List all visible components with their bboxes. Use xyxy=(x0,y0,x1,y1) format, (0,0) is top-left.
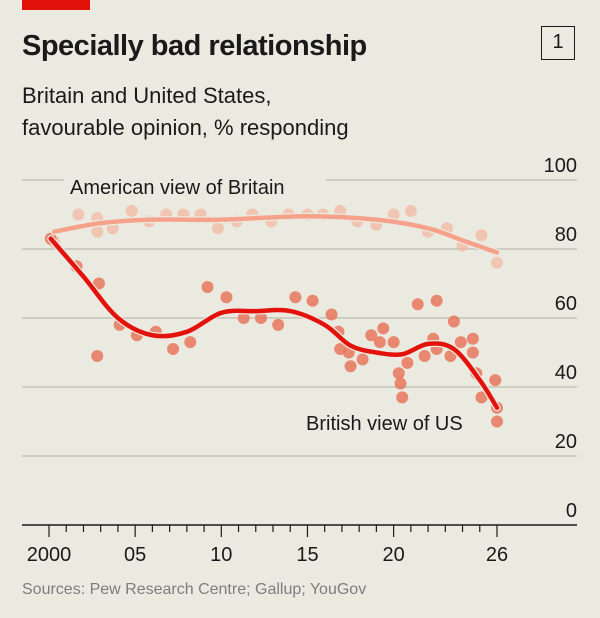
british-data-point xyxy=(184,336,197,349)
british-data-point xyxy=(254,312,267,324)
british-data-point xyxy=(411,298,424,311)
british-data-point xyxy=(356,353,369,366)
x-tick-label: 05 xyxy=(124,544,146,566)
subtitle-line-1: Britain and United States, xyxy=(22,83,272,108)
label-background xyxy=(64,172,326,200)
subtitle-line-2: favourable opinion, % responding xyxy=(22,115,349,140)
american-data-point xyxy=(387,208,400,221)
british-data-point xyxy=(325,308,338,321)
british-data-point xyxy=(289,291,302,304)
chart-subtitle: Britain and United States, favourable op… xyxy=(22,80,349,144)
british-data-point xyxy=(447,315,460,328)
american-data-point xyxy=(211,222,224,235)
british-data-point xyxy=(489,374,502,387)
british-data-point xyxy=(272,318,285,331)
british-series-label: British view of US xyxy=(306,413,463,435)
american-data-point xyxy=(72,208,85,221)
british-data-point xyxy=(306,294,319,307)
y-tick-label: 100 xyxy=(544,155,577,177)
american-data-point xyxy=(475,229,488,242)
british-data-point xyxy=(92,277,105,290)
x-tick-label: 26 xyxy=(486,544,508,566)
british-data-point xyxy=(466,346,479,359)
british-data-point xyxy=(91,349,104,362)
british-data-point xyxy=(454,336,467,349)
british-data-point xyxy=(377,322,390,335)
x-tick-label: 15 xyxy=(296,544,318,566)
american-data-point xyxy=(125,205,138,218)
british-data-point xyxy=(466,332,479,345)
american-data-point xyxy=(491,256,503,269)
british-data-point xyxy=(201,280,214,293)
x-tick-label: 10 xyxy=(210,544,232,566)
y-tick-label: 0 xyxy=(566,500,577,522)
british-data-point xyxy=(394,377,407,390)
x-tick-label: 20 xyxy=(382,544,404,566)
british-data-point xyxy=(475,391,488,404)
british-trend-line xyxy=(48,236,500,410)
british-data-point xyxy=(344,360,357,373)
british-data-point xyxy=(365,329,378,342)
y-tick-label: 60 xyxy=(555,293,577,315)
american-trend-line xyxy=(51,213,500,255)
british-data-point xyxy=(396,391,409,404)
y-tick-label: 20 xyxy=(555,431,577,453)
british-data-point xyxy=(401,356,414,369)
american-series-label: American view of Britain xyxy=(70,177,285,199)
british-data-point xyxy=(220,291,233,304)
british-data-point xyxy=(392,367,405,380)
british-data-point xyxy=(418,349,431,362)
chart-number-badge: 1 xyxy=(541,26,575,60)
x-tick-label: 2000 xyxy=(27,544,72,566)
british-data-point xyxy=(237,312,250,324)
brand-red-bar xyxy=(22,0,90,10)
american-data-point xyxy=(91,225,104,238)
british-data-point xyxy=(167,343,180,356)
chart-title: Specially bad relationship xyxy=(22,30,367,62)
y-tick-label: 40 xyxy=(555,362,577,384)
british-data-point xyxy=(373,336,386,349)
british-data-point xyxy=(491,415,503,428)
source-note: Sources: Pew Research Centre; Gallup; Yo… xyxy=(22,581,367,598)
british-data-point xyxy=(387,336,400,349)
american-data-point xyxy=(404,205,417,218)
y-tick-label: 80 xyxy=(555,224,577,246)
british-data-point xyxy=(430,294,443,307)
